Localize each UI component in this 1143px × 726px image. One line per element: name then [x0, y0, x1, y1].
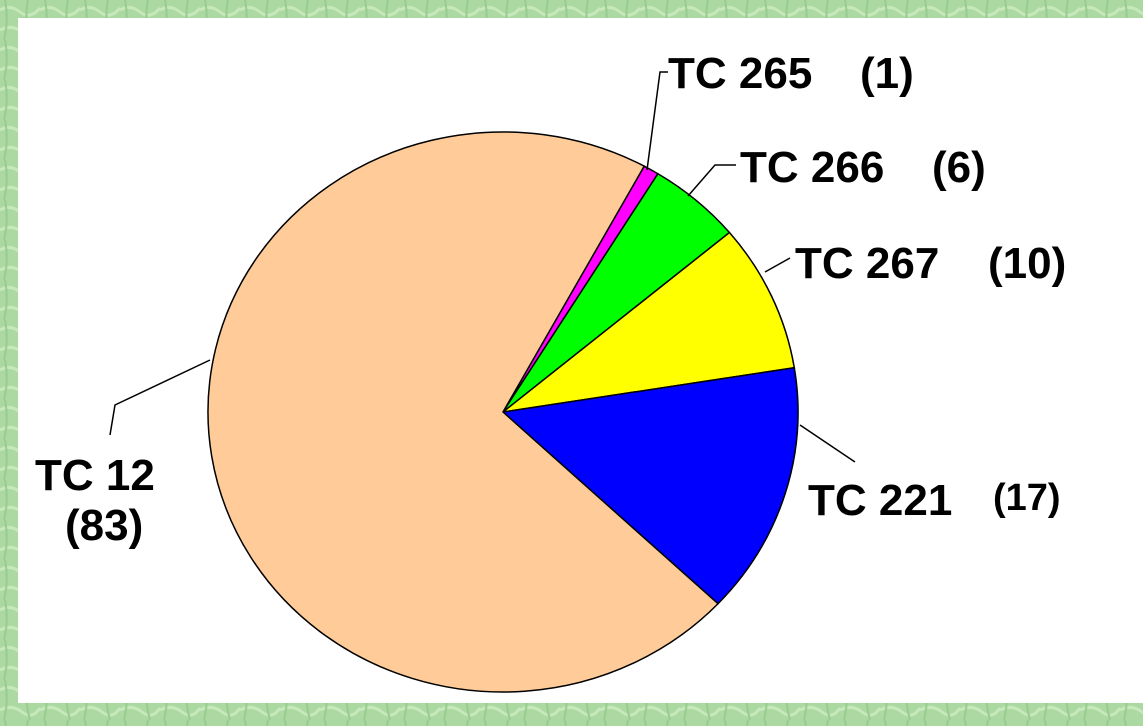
slice-label: TC 267 — [795, 239, 939, 288]
value-label: (6) — [932, 143, 986, 192]
pie-slice — [500, 231, 796, 414]
slice-label: TC 265 — [668, 49, 812, 98]
value-label: (10) — [988, 239, 1066, 288]
slice-label: TC 221 — [808, 476, 952, 525]
pie-slice — [207, 131, 720, 693]
slice-label: TC 266 — [740, 143, 884, 192]
slice-label: TC 12 — [35, 451, 155, 500]
value-label: (1) — [860, 49, 914, 98]
value-label: (83) — [65, 501, 143, 550]
value-label: (17) — [993, 477, 1061, 519]
leader-line — [764, 257, 791, 273]
leader-line — [799, 424, 856, 463]
leader-line — [687, 164, 736, 197]
leader-line — [109, 359, 211, 436]
leader-line — [646, 71, 668, 171]
pie-slice — [501, 366, 799, 605]
